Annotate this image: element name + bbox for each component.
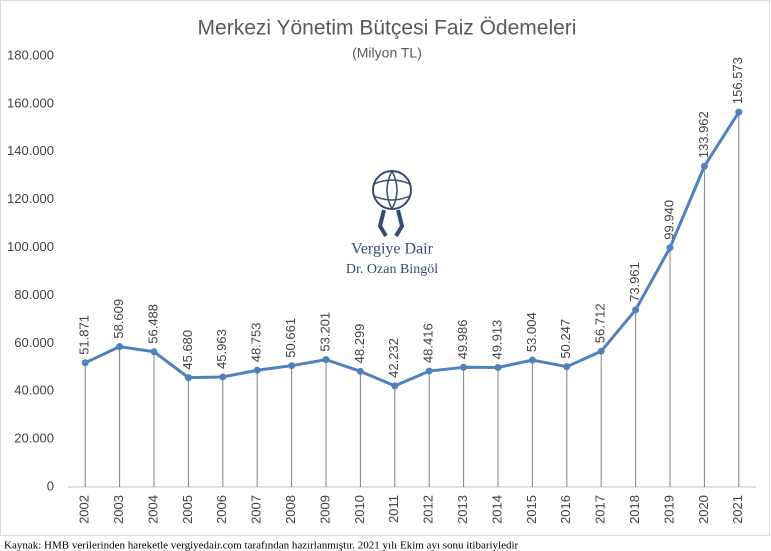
data-label: 48.299 xyxy=(352,324,367,364)
x-tick-label: 2013 xyxy=(455,495,470,524)
marker xyxy=(460,363,468,371)
marker xyxy=(700,162,708,170)
watermark-text: Dr. Ozan Bingöl xyxy=(346,262,438,277)
data-label: 45.963 xyxy=(214,329,229,369)
marker xyxy=(288,362,296,370)
x-tick-label: 2009 xyxy=(317,495,332,524)
data-label: 56.488 xyxy=(145,304,160,344)
atlas-figure xyxy=(377,209,405,238)
x-tick-label: 2018 xyxy=(627,495,642,524)
x-tick-label: 2016 xyxy=(558,495,573,524)
y-tick-label: 60.000 xyxy=(14,335,54,350)
data-label: 133.962 xyxy=(696,111,711,158)
data-label: 99.940 xyxy=(661,200,676,240)
x-tick-label: 2008 xyxy=(283,495,298,524)
marker xyxy=(735,108,743,116)
y-tick-label: 20.000 xyxy=(14,431,54,446)
globe-lines xyxy=(373,170,411,210)
chart-subtitle: (Milyon TL) xyxy=(352,45,422,61)
marker xyxy=(494,363,502,371)
marker xyxy=(632,306,640,314)
x-tick-label: 2011 xyxy=(386,495,401,523)
x-tick-label: 2015 xyxy=(524,495,539,524)
data-label: 73.961 xyxy=(627,262,642,302)
marker xyxy=(666,244,674,252)
marker xyxy=(425,367,433,375)
y-tick-label: 140.000 xyxy=(7,143,54,158)
data-label: 49.913 xyxy=(489,320,504,360)
x-tick-label: 2003 xyxy=(111,495,126,524)
marker xyxy=(563,363,571,371)
marker xyxy=(150,348,158,356)
marker xyxy=(597,347,605,355)
chart-border xyxy=(0,0,770,536)
x-tick-label: 2021 xyxy=(730,495,745,524)
chart-title: Merkezi Yönetim Bütçesi Faiz Ödemeleri xyxy=(198,17,577,40)
x-tick-label: 2017 xyxy=(593,495,608,524)
watermark: Vergiye Dair Dr. Ozan Bingöl xyxy=(346,170,438,277)
data-label: 50.661 xyxy=(283,318,298,358)
data-label: 56.712 xyxy=(593,303,608,343)
globe-icon xyxy=(372,170,412,210)
marker xyxy=(391,382,399,390)
data-label: 53.201 xyxy=(317,312,332,352)
data-label: 51.871 xyxy=(77,315,92,355)
x-tick-label: 2005 xyxy=(180,495,195,524)
marker xyxy=(184,374,192,382)
y-tick-label: 0 xyxy=(47,478,54,493)
y-tick-label: 120.000 xyxy=(7,191,54,206)
data-label: 53.004 xyxy=(524,312,539,352)
x-tick-label: 2006 xyxy=(214,495,229,524)
data-label: 48.753 xyxy=(249,322,264,362)
data-label: 50.247 xyxy=(558,319,573,359)
y-tick-label: 80.000 xyxy=(14,287,54,302)
data-label: 49.986 xyxy=(455,320,470,360)
line xyxy=(84,111,741,388)
x-tick-label: 2020 xyxy=(696,495,711,524)
source-note: Kaynak: HMB verilerinden hareketle vergi… xyxy=(4,540,519,551)
y-tick-label: 160.000 xyxy=(7,95,54,110)
watermark-text: Vergiye Dair xyxy=(351,241,434,258)
data-label: 58.609 xyxy=(111,299,126,339)
x-tick-label: 2002 xyxy=(77,495,92,524)
x-tick-label: 2014 xyxy=(489,495,504,524)
x-tick-label: 2010 xyxy=(352,495,367,524)
x-tick-label: 2004 xyxy=(145,495,160,524)
data-label: 42.232 xyxy=(386,338,401,378)
y-tick-label: 100.000 xyxy=(7,239,54,254)
x-tick-label: 2007 xyxy=(249,495,264,524)
x-tick-label: 2012 xyxy=(421,495,436,524)
data-label: 45.680 xyxy=(180,330,195,370)
marker xyxy=(219,373,227,381)
marker xyxy=(253,366,261,374)
y-tick-label: 180.000 xyxy=(7,47,54,62)
y-tick-label: 40.000 xyxy=(14,383,54,398)
marker xyxy=(322,356,330,364)
marker xyxy=(81,359,89,367)
data-label: 48.416 xyxy=(421,323,436,363)
x-tick-label: 2019 xyxy=(661,495,676,524)
marker xyxy=(116,343,124,351)
data-label: 156.573 xyxy=(730,57,745,104)
marker xyxy=(528,356,536,364)
marker xyxy=(356,367,364,375)
